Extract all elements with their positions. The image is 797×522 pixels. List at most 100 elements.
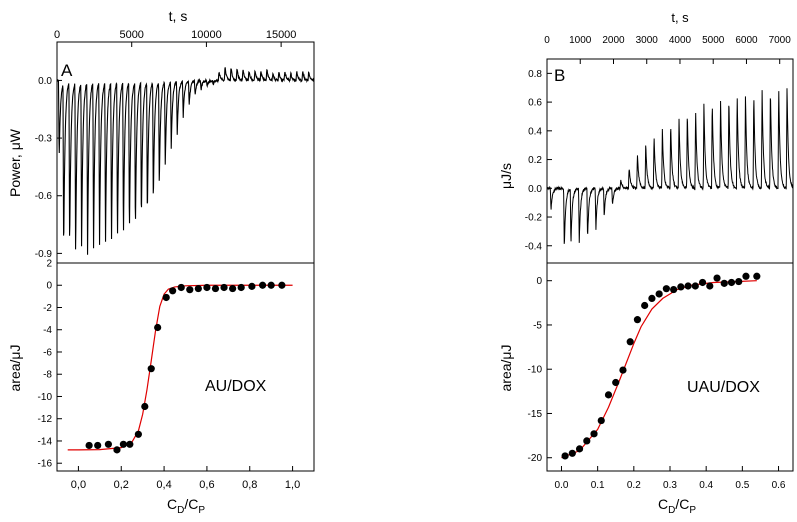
panel-a-y-axis: 0.0 -0.3 -0.6 -0.9 <box>35 76 62 260</box>
panel-b-data-point <box>684 282 692 290</box>
panel-b-data-point <box>561 452 569 460</box>
panel-a-isotherm-y-tick-label: -14 <box>38 436 53 447</box>
panel-a-data-point <box>259 281 267 289</box>
panel-b-data-point <box>597 416 605 425</box>
panel-b-x-tick-label: 5000 <box>702 35 725 46</box>
panel-b-data-point <box>648 294 656 303</box>
panel-b-isotherm-x-tick-label: 0.0 <box>555 480 569 491</box>
panel-b-x-tick-label: 4000 <box>669 35 692 46</box>
panel-b-isotherm-x-tick-label: 0.4 <box>699 480 713 491</box>
panel-b-isotherm-x-axis-title: CD/CP <box>658 496 696 516</box>
panel-b-isotherm-x-tick-label: 0.3 <box>663 480 677 491</box>
panel-b-isotherm-y-axis-title: area/μJ <box>498 345 514 392</box>
panel-a-data-point <box>248 282 256 290</box>
panel-a-isotherm-x-tick-label: 0,2 <box>114 479 129 491</box>
panel-b-data-point <box>753 272 761 280</box>
panel-a-power-trace: 0 5000 10000 15000 0.0 -0.3 -0.6 -0.9 A t, s P… <box>7 8 315 264</box>
panel-a-data-point <box>113 446 121 454</box>
panel-b-isotherm-y-tick-label: 0 <box>536 276 542 287</box>
panel-b-data-point <box>706 282 714 290</box>
panel-b-isotherm-x-tick-label: 0.5 <box>735 480 749 491</box>
panel-b-y-axis: 0.8 0.6 0.4 0.2 0.0 -0.2 -0.4 <box>525 69 552 252</box>
panel-a-data-point <box>126 440 134 448</box>
panel-a-y-tick-label: 0.0 <box>38 76 52 87</box>
panel-b-data-point <box>590 430 598 438</box>
panel-b-x-tick-label: 1000 <box>569 35 592 46</box>
panel-a-data-point <box>186 286 194 294</box>
panel-b-data-point <box>655 290 663 298</box>
panel-b-data-point <box>670 285 678 294</box>
panel-a-frame <box>56 41 315 264</box>
panel-a-data-point <box>211 284 220 293</box>
panel-a-data-points <box>85 281 286 454</box>
panel-a-isotherm-y-tick-label: 2 <box>46 259 52 270</box>
panel-a-isotherm-y-tick-label: -4 <box>43 325 52 336</box>
panel-a-isotherm-y-tick-label: -2 <box>43 303 52 314</box>
panel-b-label: B <box>554 66 565 85</box>
panel-a-isotherm-y-tick-label: 0 <box>46 281 52 292</box>
panel-b-data-point <box>720 279 728 287</box>
panel-a-data-point <box>134 430 142 438</box>
panel-a-isotherm-y-tick-label: -12 <box>38 414 53 425</box>
panel-b-thermogram-line <box>546 88 794 244</box>
panel-a-isotherm-y-tick-label: -8 <box>43 370 52 381</box>
panel-a-top-x-axis: 0 5000 10000 15000 <box>54 29 296 47</box>
panel-a-data-point <box>267 281 275 289</box>
panel-b-isotherm-x-tick-label: 0.2 <box>627 480 641 491</box>
panel-b-x-tick-label: 0 <box>544 35 550 46</box>
panel-b-data-point <box>742 272 750 280</box>
panel-a-binding-isotherm: 0,0 0,2 0,4 0,6 0,8 1,0 2 0 -2 -4 -6 -8 -10 -12 -14 -1… <box>7 259 315 516</box>
panel-b-data-point <box>698 278 707 287</box>
panel-a-y-tick-label: -0.9 <box>35 249 53 260</box>
panel-b-isotherm-y-axis: 0 -5 -10 -15 -20 <box>528 276 552 464</box>
panel-b-y-tick-label: -0.4 <box>525 241 543 252</box>
panel-b-data-point <box>713 274 721 282</box>
panel-a-isotherm-x-tick-label: 0,4 <box>156 479 171 491</box>
panel-a-data-point <box>169 287 177 295</box>
panel-a-isotherm-x-tick-label: 1,0 <box>285 479 300 491</box>
panel-a-data-point <box>154 323 162 332</box>
panel-a-isotherm-y-tick-label: -16 <box>38 459 53 470</box>
panel-b-data-point <box>662 285 670 293</box>
panel-a-data-point <box>194 284 202 293</box>
panel-a-data-point <box>85 441 93 450</box>
panel-a-isotherm-y-tick-label: -10 <box>38 392 53 403</box>
panel-b-data-point <box>626 338 634 346</box>
panel-b-y-axis-title: μJ/s <box>498 163 514 189</box>
panel-a-y-tick-label: -0.3 <box>35 134 53 145</box>
panel-a-isotherm-x-tick-label: 0,8 <box>242 479 257 491</box>
panel-b-isotherm-y-tick-label: -20 <box>528 453 543 464</box>
panel-b-data-point <box>677 283 685 291</box>
panel-b-y-tick-label: 0.2 <box>528 155 542 166</box>
panel-b-isotherm-x-tick-label: 0.1 <box>591 480 605 491</box>
panel-a-data-point <box>177 283 185 292</box>
panel-a-data-point <box>203 283 211 292</box>
panel-b-x-tick-label: 2000 <box>602 35 625 46</box>
panel-b-annotation: UAU/DOX <box>687 379 760 396</box>
panel-b-data-point <box>568 449 576 457</box>
panel-a-data-point <box>162 293 170 302</box>
panel-a-isotherm-x-axis: 0,0 0,2 0,4 0,6 0,8 1,0 <box>71 466 300 491</box>
panel-a-data-point <box>220 283 228 292</box>
panel-b-isotherm-x-axis: 0.0 0.1 0.2 0.3 0.4 0.5 0.6 <box>555 466 786 491</box>
panel-a-data-point <box>229 284 237 293</box>
panel-b-isotherm-y-tick-label: -5 <box>533 320 542 331</box>
panel-b-data-points <box>561 272 761 460</box>
panel-a-fit-curve <box>67 284 293 451</box>
panel-b-data-point <box>612 378 620 387</box>
panel-b-data-point <box>619 366 627 374</box>
panel-a-data-point <box>147 365 155 373</box>
panel-a-data-point <box>278 281 286 289</box>
panel-a-data-point <box>119 440 127 448</box>
panel-b-x-axis-title: t, s <box>671 10 689 25</box>
panel-a-isotherm-frame <box>56 262 315 472</box>
panel-b-y-tick-label: 0.4 <box>528 126 542 137</box>
panel-a-x-tick-label: 15000 <box>266 29 297 41</box>
panel-a-isotherm-y-tick-label: -6 <box>43 347 52 358</box>
panel-b-y-tick-label: 0.8 <box>528 69 542 80</box>
panel-a-x-axis-title: t, s <box>169 8 188 24</box>
panel-b-fit-curve <box>561 280 757 459</box>
panel-b-data-point <box>727 278 736 287</box>
panel-a-isotherm-y-axis: 2 0 -2 -4 -6 -8 -10 -12 -14 -16 <box>38 259 62 470</box>
panel-a-y-axis-title: Power, μW <box>7 128 23 197</box>
